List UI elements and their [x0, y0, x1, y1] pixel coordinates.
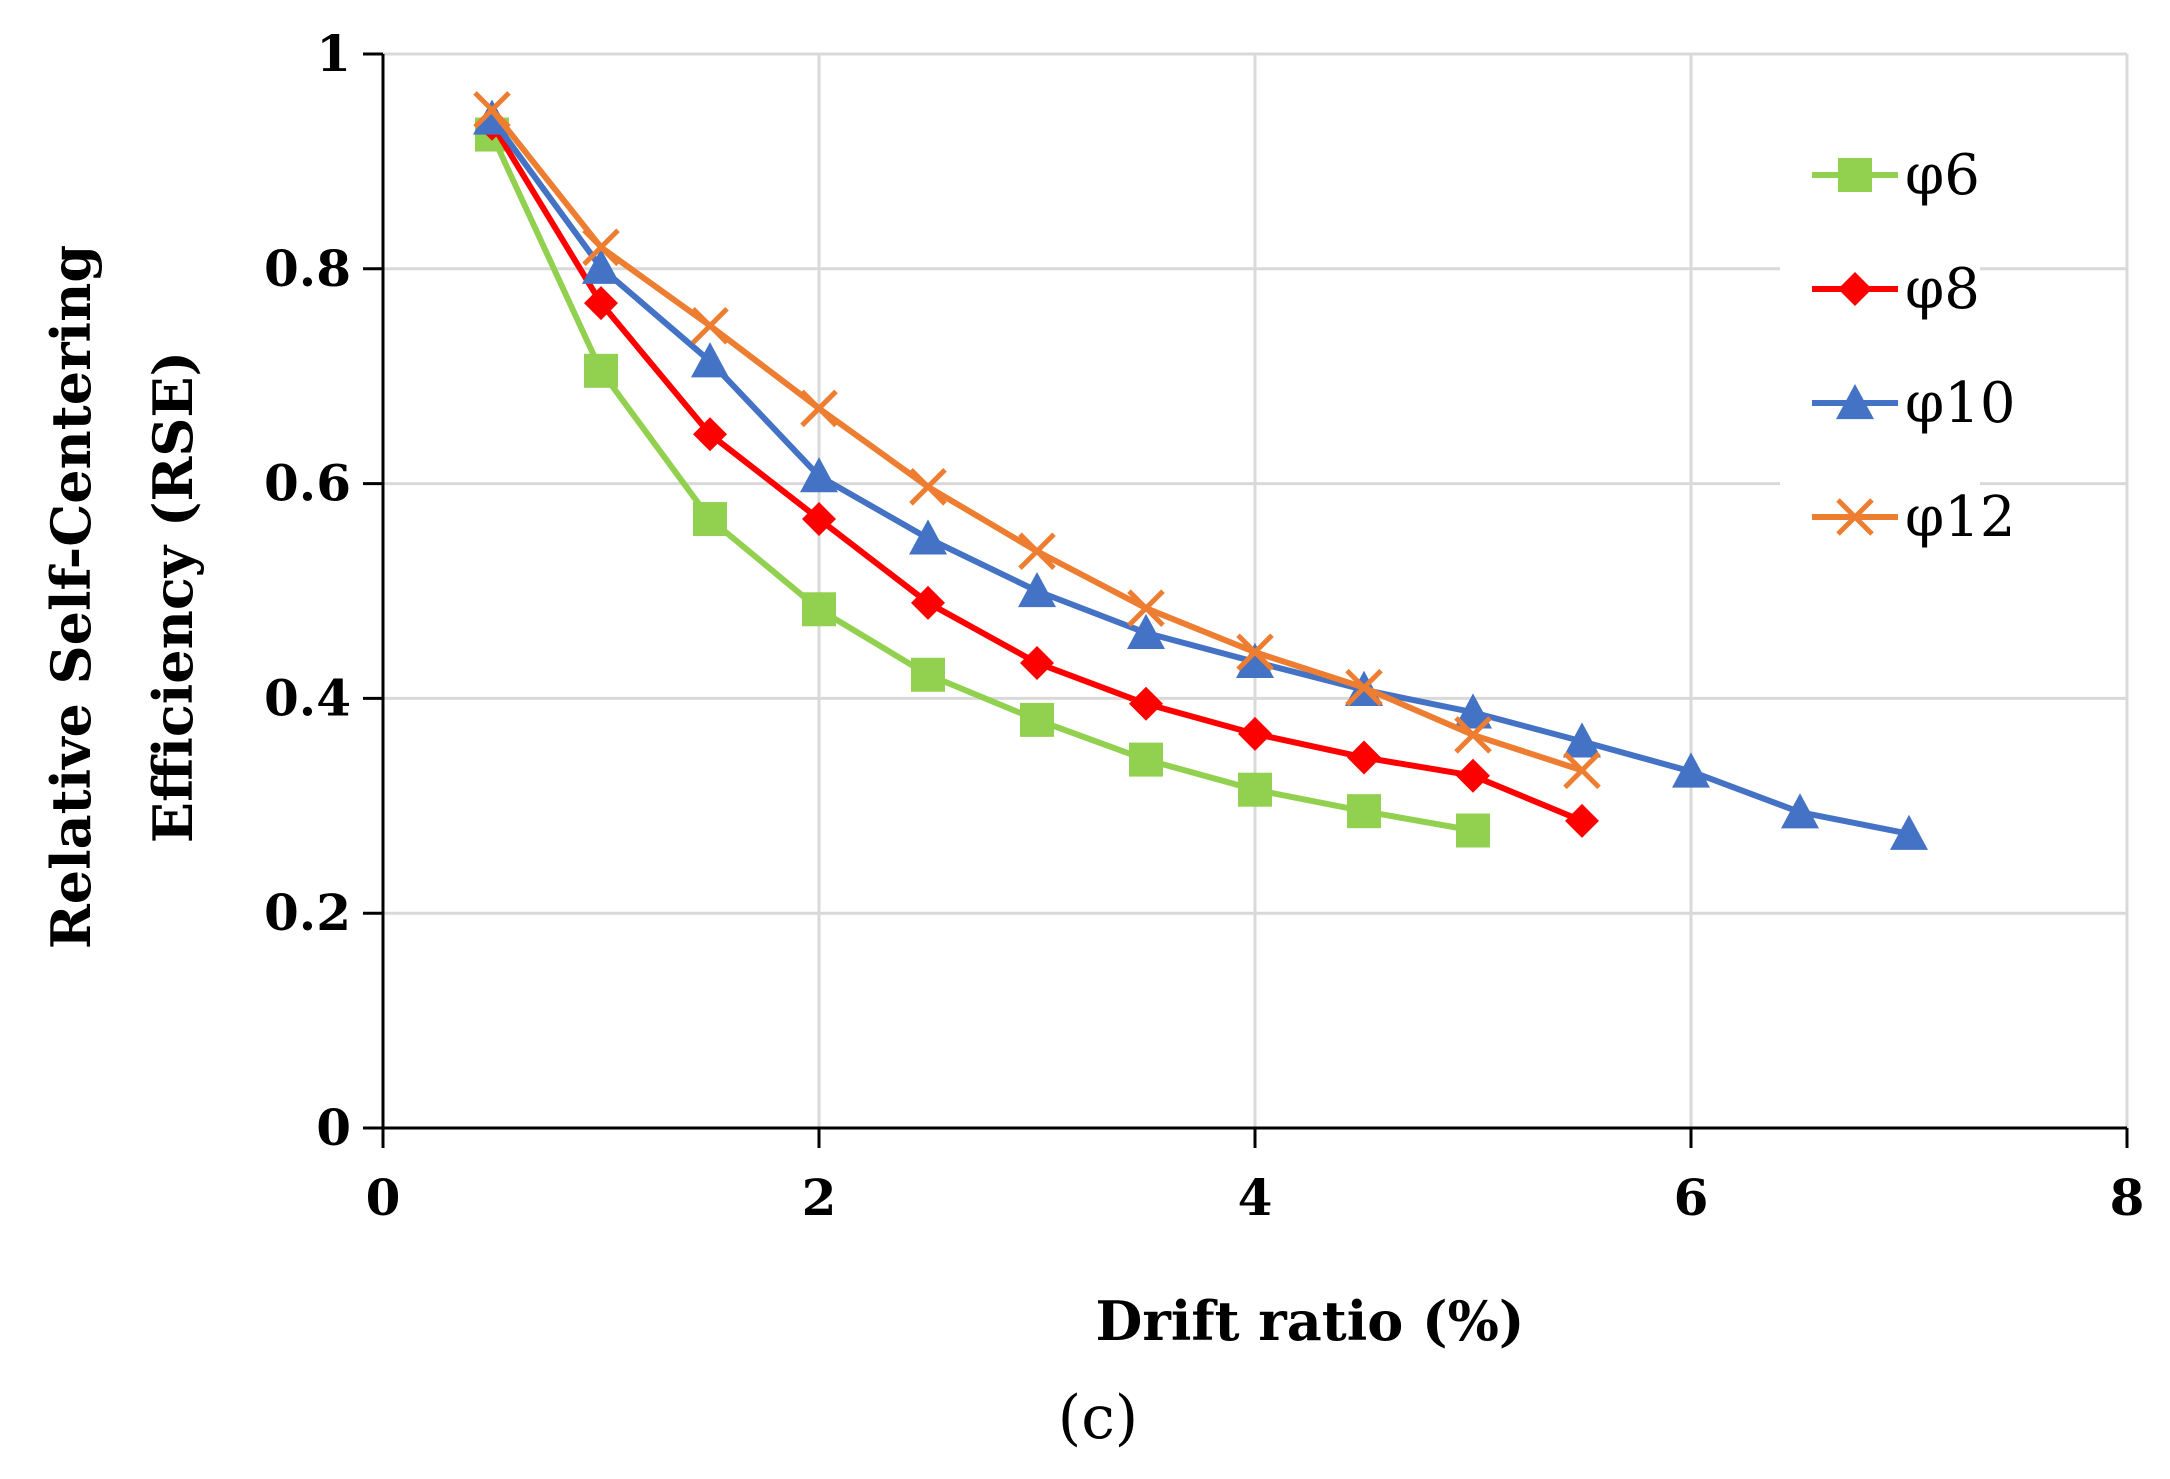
data-point: [800, 389, 838, 428]
data-point: [802, 592, 836, 627]
legend-marker: [1836, 384, 1874, 420]
legend-label: φ8: [1905, 257, 1980, 322]
data-point: [802, 502, 836, 537]
data-point: [1672, 752, 1710, 788]
legend-entry: φ8: [1812, 257, 1980, 322]
legend-label: φ6: [1905, 143, 1980, 208]
y-tick-label: 1: [316, 24, 351, 83]
series-3: [473, 99, 1928, 850]
data-point: [691, 306, 729, 345]
legend-marker: [1836, 498, 1874, 536]
data-point: [584, 286, 618, 321]
data-point: [1345, 668, 1383, 707]
legend-entry: φ12: [1812, 485, 2015, 550]
x-tick-label: 6: [1674, 1168, 1709, 1227]
legend-marker: [1838, 158, 1872, 192]
data-point: [582, 228, 620, 267]
data-point: [1236, 633, 1274, 671]
data-point: [1018, 572, 1056, 608]
grid: [383, 52, 2129, 1128]
data-point: [1238, 716, 1272, 751]
data-point: [911, 585, 945, 620]
data-point: [1238, 772, 1272, 807]
data-point: [473, 91, 511, 129]
data-point: [1454, 693, 1492, 729]
data-point: [693, 502, 727, 537]
legend-entry: φ10: [1812, 371, 2015, 436]
data-point: [1129, 742, 1163, 777]
legend-background: [1780, 120, 1980, 570]
figure-caption: (c): [1058, 1383, 1138, 1453]
y-tick-label: 0.6: [264, 454, 351, 513]
data-point: [1127, 613, 1165, 650]
y-axis-title-line1: Relative Self-Centering: [39, 245, 103, 949]
data-point: [691, 342, 729, 378]
data-point: [1129, 686, 1163, 721]
legend-marker: [1838, 272, 1872, 306]
data-point: [584, 353, 618, 388]
series-4: [473, 91, 1601, 790]
x-tick-label: 8: [2110, 1168, 2145, 1227]
y-axis-title-line2: Efficiency (RSE): [141, 351, 205, 843]
data-point: [1454, 716, 1492, 754]
legend: φ6 φ8 φ10 φ12: [1780, 120, 2015, 570]
y-tick-label: 0.2: [264, 883, 351, 942]
data-point: [1563, 751, 1601, 790]
data-point: [1020, 702, 1054, 737]
series-line: [489, 116, 1910, 837]
y-tick-label: 0: [316, 1098, 351, 1157]
legend-label: φ10: [1905, 371, 2015, 436]
x-tick-label: 4: [1238, 1168, 1273, 1227]
data-point: [909, 468, 947, 506]
data-point: [1018, 532, 1056, 571]
data-point: [1347, 740, 1381, 775]
legend-label: φ12: [1905, 485, 2015, 550]
data-point: [1781, 793, 1819, 829]
data-point: [911, 657, 945, 692]
data-point: [693, 417, 727, 452]
data-point: [1456, 813, 1490, 848]
data-point: [1127, 589, 1165, 627]
data-point: [1020, 645, 1054, 680]
axes: 0 0.2 0.4 0.6 0.8 1 0 2 4 6 8: [264, 24, 2144, 1227]
series-layer: [473, 91, 1928, 850]
series-1: [475, 117, 1490, 848]
data-point: [1347, 794, 1381, 829]
data-point: [1236, 642, 1274, 679]
data-point: [1565, 803, 1599, 838]
series-line: [489, 133, 1474, 834]
x-tick-label: 0: [366, 1168, 401, 1227]
y-tick-label: 0.8: [264, 239, 351, 298]
data-point: [1456, 758, 1490, 793]
legend-entry: φ6: [1812, 143, 1980, 208]
data-point: [909, 519, 947, 555]
data-point: [1563, 722, 1601, 758]
x-tick-label: 2: [802, 1168, 837, 1227]
data-point: [582, 248, 620, 284]
x-axis-title: Drift ratio (%): [1096, 1289, 1525, 1353]
data-point: [800, 457, 838, 493]
y-tick-label: 0.4: [264, 668, 351, 727]
data-point: [1890, 814, 1928, 850]
